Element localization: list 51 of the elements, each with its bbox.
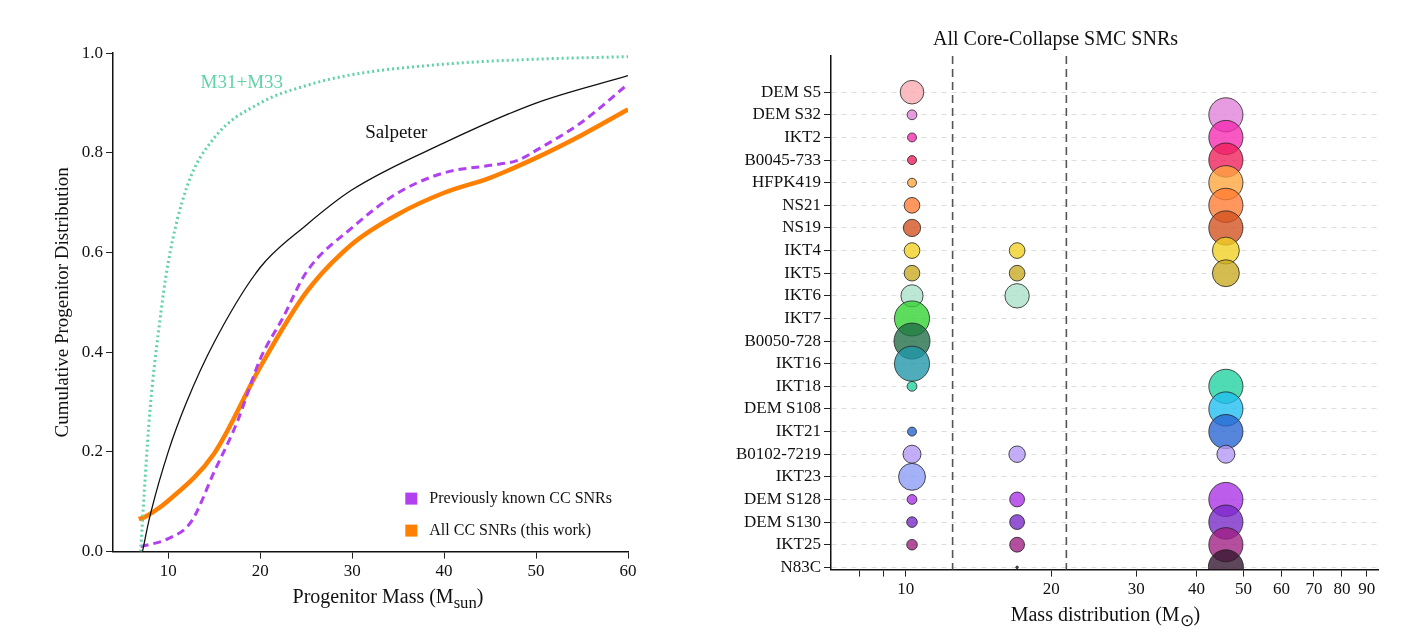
- y-tick-label: B0102-7219: [736, 443, 821, 463]
- y-tick-label: 0.8: [81, 142, 104, 162]
- y-tick-label: HFPK419: [752, 172, 821, 192]
- y-tick-label: IKT2: [784, 126, 821, 146]
- x-tick-label: 60: [1273, 579, 1291, 599]
- x-tick-label: 10: [897, 579, 915, 599]
- y-tick-label: IKT23: [775, 466, 821, 486]
- y-tick-label: DEM S130: [744, 511, 821, 531]
- legend-label: Previously known CC SNRs: [429, 488, 613, 507]
- y-tick-label: NS19: [782, 217, 821, 237]
- y-tick-label: IKT18: [775, 375, 821, 395]
- x-tick-label: 30: [343, 561, 361, 581]
- y-tick-label: 0.4: [81, 341, 104, 361]
- y-tick-label: IKT4: [784, 240, 822, 260]
- y-tick-label: IKT16: [775, 353, 821, 373]
- x-tick-label: 70: [1305, 579, 1323, 599]
- y-tick-label: 1.0: [81, 42, 104, 62]
- x-axis-title: Progenitor Mass (M$_{sun}$): [291, 585, 485, 613]
- x-tick-label: 60: [619, 561, 637, 581]
- y-tick-label: 0.2: [81, 441, 104, 461]
- x-tick-label: 80: [1333, 579, 1351, 599]
- y-tick-label: B0045-733: [744, 149, 821, 169]
- y-tick-label: IKT21: [775, 421, 821, 441]
- x-tick-label: 20: [251, 561, 269, 581]
- y-tick-label: DEM S108: [744, 398, 821, 418]
- y-tick-label: DEM S5: [761, 81, 821, 101]
- annotation: Salpeter: [365, 120, 429, 142]
- y-tick-label: 0.0: [81, 541, 104, 561]
- x-tick-label: 20: [1042, 579, 1060, 599]
- x-tick-label: 40: [1188, 579, 1206, 599]
- y-tick-label: NS21: [782, 194, 821, 214]
- x-tick-label: 90: [1358, 579, 1376, 599]
- y-tick-label: IKT25: [775, 534, 821, 554]
- y-tick-label: 0.6: [81, 242, 104, 262]
- y-tick-label: DEM S128: [744, 488, 821, 508]
- x-tick-label: 10: [159, 561, 177, 581]
- x-axis-title: Mass distribution (M$_{⊙}$): [1009, 603, 1202, 631]
- x-tick-label: 30: [1127, 579, 1145, 599]
- y-tick-label: B0050-728: [744, 330, 821, 350]
- y-tick-label: IKT7: [784, 307, 822, 327]
- y-tick-label: N83C: [780, 556, 821, 576]
- y-tick-label: DEM S32: [752, 104, 821, 124]
- legend-label: All CC SNRs (this work): [429, 520, 592, 539]
- annotation: M31+M33: [200, 71, 284, 93]
- y-tick-label: IKT6: [784, 285, 821, 305]
- y-tick-label: IKT5: [784, 262, 821, 282]
- chart-title: All Core-Collapse SMC SNRs: [932, 27, 1179, 51]
- x-tick-label: 40: [435, 561, 453, 581]
- x-tick-label: 50: [1234, 579, 1252, 599]
- x-tick-label: 50: [527, 561, 545, 581]
- y-axis-title: Cumulative Progenitor Distribution: [51, 166, 73, 438]
